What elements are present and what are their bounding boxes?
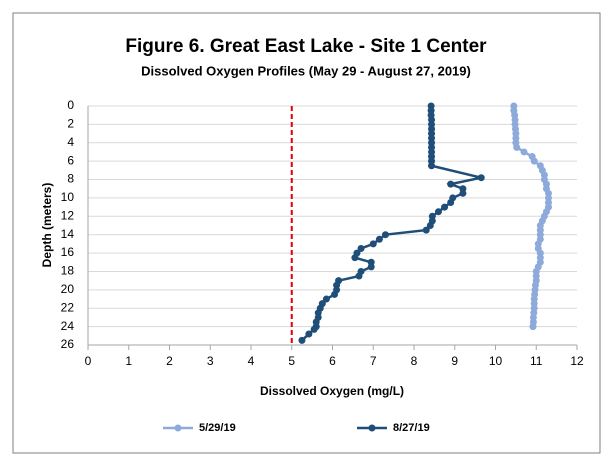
y-tick-label: 26 [61,337,75,351]
x-tick-label: 5 [288,354,295,368]
y-tick-label: 16 [61,245,75,259]
y-tick-label: 20 [61,282,75,296]
series-marker [434,208,442,216]
series-marker [441,203,449,211]
y-tick-label: 22 [61,300,75,314]
y-tick-label: 10 [61,190,75,204]
legend-label: 5/29/19 [199,422,236,434]
y-tick-label: 18 [61,264,75,278]
chart-frame [12,12,601,454]
y-tick-label: 2 [67,117,74,131]
series-marker [428,162,436,170]
series-marker [375,235,383,243]
y-tick-label: 0 [67,98,74,112]
x-tick-label: 11 [530,354,543,368]
series-marker [351,254,359,262]
series-marker [322,295,330,303]
series-marker [447,180,455,188]
x-tick-label: 2 [166,354,173,368]
x-tick-label: 8 [411,354,418,368]
x-tick-label: 7 [370,354,377,368]
series-marker [422,226,430,234]
series-marker [367,263,375,271]
x-axis-label: Dissolved Oxygen (mg/L) [260,384,404,398]
x-tick-label: 0 [85,354,92,368]
series-marker [447,199,455,207]
chart-subtitle: Dissolved Oxygen Profiles (May 29 - Augu… [141,63,471,78]
series-marker [477,174,485,182]
series-marker [459,189,467,197]
x-tick-label: 10 [489,354,503,368]
series-marker [331,290,339,298]
y-tick-label: 24 [61,319,75,333]
x-tick-label: 4 [248,354,255,368]
x-tick-label: 1 [125,354,132,368]
y-axis-label: Depth (meters) [40,183,54,268]
y-tick-label: 8 [67,172,74,186]
series-marker [357,244,365,252]
series-marker [381,231,389,239]
x-tick-label: 9 [451,354,458,368]
series-marker [530,157,538,165]
y-tick-label: 12 [61,208,75,222]
series-marker [310,325,318,333]
series-marker [513,143,521,151]
series-marker [298,336,306,344]
series-marker [355,272,363,280]
legend-marker [174,424,182,432]
y-tick-label: 14 [61,227,75,241]
series-marker [369,240,377,248]
series-marker [426,222,434,229]
series-marker [529,323,537,331]
x-tick-label: 3 [207,354,214,368]
legend-label: 8/27/19 [393,422,430,434]
series-marker [520,148,528,156]
y-tick-label: 6 [67,153,74,167]
chart-title: Figure 6. Great East Lake - Site 1 Cente… [125,36,487,57]
series-marker [305,330,313,338]
x-tick-label: 12 [570,354,584,368]
x-tick-label: 6 [329,354,336,368]
y-tick-label: 4 [67,135,74,149]
legend-marker [368,424,376,432]
